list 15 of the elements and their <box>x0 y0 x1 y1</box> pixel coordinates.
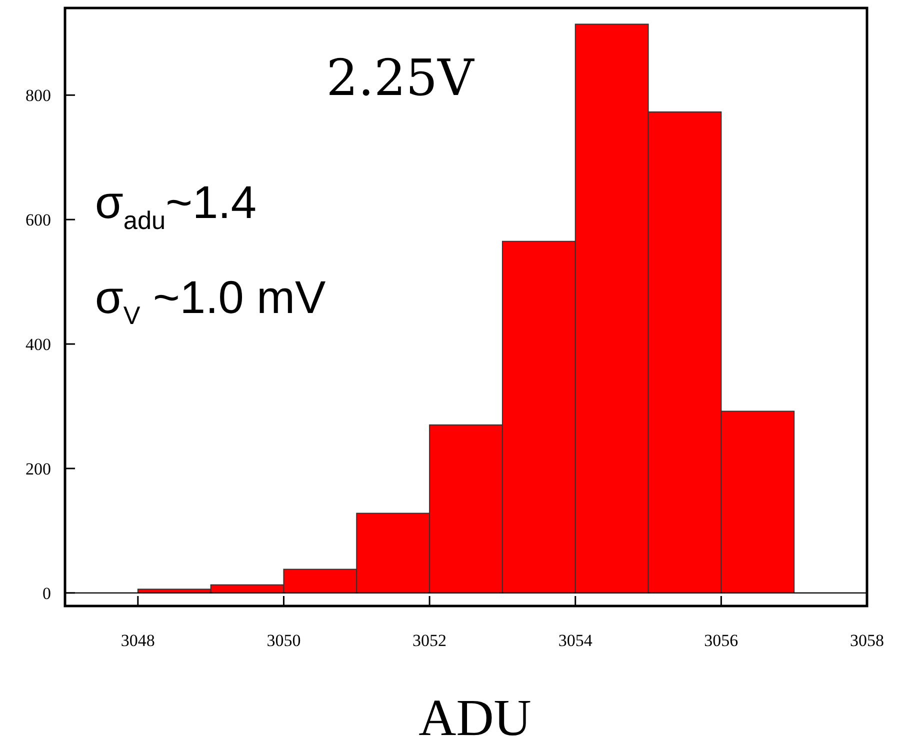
annotation: 2.25V <box>326 49 475 107</box>
x-axis-title: ADU <box>418 690 532 742</box>
y-tick-label: 800 <box>26 86 51 106</box>
y-tick-label: 600 <box>26 210 51 230</box>
annotation: σ$_{V}$ ~1.0 mV <box>95 271 326 330</box>
x-tick-label: 3058 <box>850 631 884 650</box>
x-tick-label: 3052 <box>412 631 447 650</box>
x-tick-label: 3056 <box>704 631 738 650</box>
y-tick-label: 200 <box>26 459 51 478</box>
y-tick-label: 0 <box>42 584 51 603</box>
x-tick-label: 3054 <box>558 631 593 650</box>
annotation: σ$_{adu}$~1.4 <box>95 176 256 236</box>
x-tick-label: 3050 <box>266 631 301 650</box>
y-tick-label: 400 <box>26 334 51 354</box>
x-tick-label: 3048 <box>120 631 155 650</box>
